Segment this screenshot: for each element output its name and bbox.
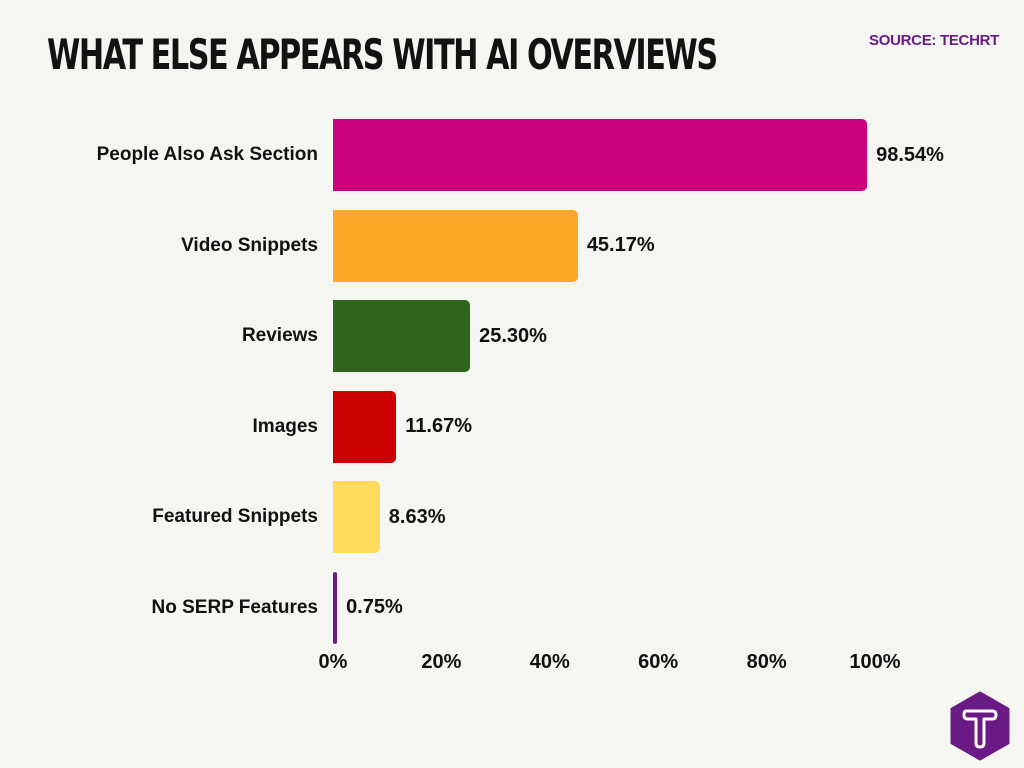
bar [333,390,397,463]
category-label: No SERP Features [151,596,318,618]
value-label: 25.30% [479,324,547,347]
bar [333,571,338,644]
value-label: 0.75% [346,596,403,618]
category-label: Video Snippets [181,234,318,256]
x-axis-tick-label: 0% [318,651,348,673]
source-label: SOURCE: TECHRT [869,32,999,49]
x-axis-tick-label: 20% [421,651,462,673]
value-label: 45.17% [586,234,655,256]
chart-title: WHAT ELSE APPEARS WITH AI OVERVIEWS [47,30,718,79]
bar [333,300,471,372]
category-label: Images [252,415,318,437]
x-axis-tick-label: 100% [849,651,901,673]
category-label: Featured Snippets [152,506,318,527]
bar-row: No SERP Features 0.75% [0,571,1024,644]
value-label: 11.67% [405,415,472,437]
x-axis-tick-label: 60% [638,651,679,673]
category-label: People Also Ask Section [96,144,318,165]
x-axis-tick-label: 80% [746,651,787,673]
bar-row: Images 11.67% [0,390,1024,463]
category-label: Reviews [241,325,318,346]
techrt-logo-icon [950,691,1010,761]
bar-row: Reviews 25.30% [0,300,1024,372]
bar [333,209,578,282]
x-axis-tick-label: 40% [529,651,570,673]
value-label: 98.54% [876,143,944,166]
bar [333,119,868,191]
bar [333,481,380,553]
bar-row: People Also Ask Section 98.54% [0,119,1024,191]
value-label: 8.63% [388,505,446,528]
bar-row: Featured Snippets 8.63% [0,481,1024,553]
bar-row: Video Snippets 45.17% [0,209,1024,282]
